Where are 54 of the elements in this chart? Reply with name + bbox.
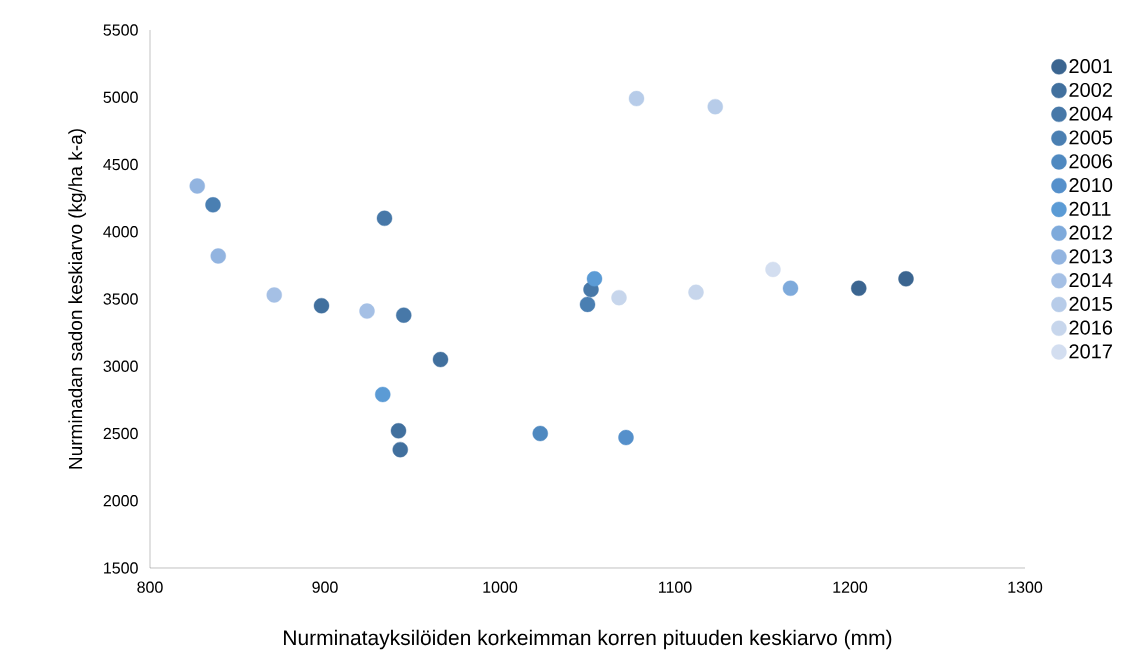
legend-label: 2013 xyxy=(1069,249,1113,264)
x-tick-label: 1300 xyxy=(1008,581,1043,593)
point xyxy=(851,280,867,296)
legend-label: 2014 xyxy=(1069,272,1113,288)
y-tick-label: 5000 xyxy=(103,91,138,103)
legend-label: 2017 xyxy=(1069,344,1112,359)
point xyxy=(782,280,799,296)
point xyxy=(432,351,449,368)
x-tick-label: 800 xyxy=(137,581,163,593)
point xyxy=(765,261,781,278)
y-axis-title: Nurminadan sadon keskiarvo (kg/ha k-a) xyxy=(68,129,86,469)
point xyxy=(375,386,391,403)
y-tick-label: 4000 xyxy=(103,226,138,238)
point xyxy=(210,248,226,264)
legend-label: 2005 xyxy=(1069,130,1113,145)
legend-label: 2010 xyxy=(1069,177,1113,193)
x-tick-label: 1100 xyxy=(659,581,692,593)
x-tick-label: 900 xyxy=(312,581,338,593)
x-axis-title: Nurminatayksilöiden korkeimman korren pituuden keskiarvo (mm) xyxy=(284,629,892,650)
y-tick-label: 3000 xyxy=(103,360,138,372)
point xyxy=(313,298,330,314)
point xyxy=(586,271,603,287)
point xyxy=(376,210,393,226)
point xyxy=(392,441,408,458)
legend-label: 2011 xyxy=(1069,201,1111,216)
x-tick-label: 1200 xyxy=(833,581,868,593)
point xyxy=(688,284,704,300)
y-tick-label: 5500 xyxy=(103,24,138,36)
legend-label: 2001 xyxy=(1069,59,1112,74)
legend-label: 2006 xyxy=(1069,154,1113,169)
point xyxy=(205,197,221,213)
x-tick-label: 1000 xyxy=(483,581,518,593)
point xyxy=(898,271,914,287)
point xyxy=(611,289,627,306)
point xyxy=(390,423,407,439)
legend-label: 2015 xyxy=(1069,296,1113,311)
point xyxy=(618,429,634,446)
point xyxy=(266,287,282,303)
y-tick-label: 4500 xyxy=(103,158,138,171)
y-tick-label: 2000 xyxy=(103,495,138,507)
legend-label: 2012 xyxy=(1069,225,1112,240)
point xyxy=(359,303,375,319)
y-tick-label: 1500 xyxy=(104,562,138,574)
legend-label: 2002 xyxy=(1069,82,1112,98)
point xyxy=(579,296,596,313)
legend-label: 2016 xyxy=(1069,320,1113,335)
y-tick-label: 2500 xyxy=(103,427,138,440)
point xyxy=(532,425,548,442)
legend-label: 2004 xyxy=(1069,106,1113,121)
point xyxy=(189,178,205,194)
y-tick-label: 3500 xyxy=(103,293,138,305)
point xyxy=(396,307,412,323)
point xyxy=(707,98,723,115)
point xyxy=(628,90,645,107)
